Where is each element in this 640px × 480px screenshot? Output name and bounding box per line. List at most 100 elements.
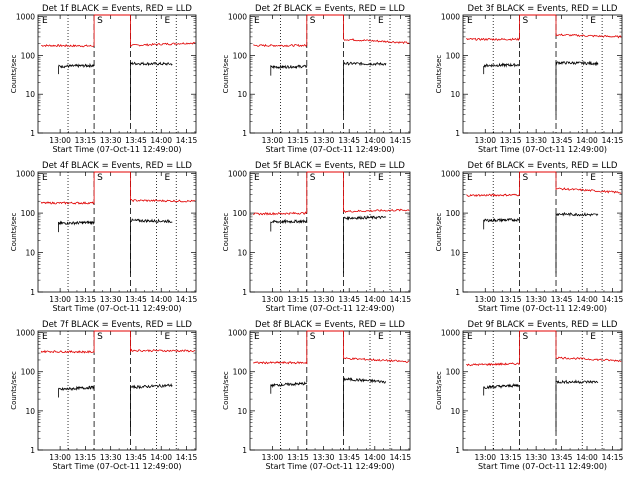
y-tick-label: 10 [237, 249, 247, 258]
segment-marker-label: S [522, 16, 528, 26]
lld-series-pre [466, 172, 520, 197]
x-tick-label: 13:00 [49, 136, 71, 145]
x-axis-label: Start Time (07-Oct-11 12:49:00) [52, 145, 181, 154]
x-tick-label: 14:15 [390, 295, 412, 304]
x-tick-label: 14:00 [364, 136, 386, 145]
y-tick-label: 1 [242, 288, 247, 297]
segment-marker-label: E [42, 332, 48, 342]
lld-series-post [130, 172, 196, 203]
events-series-post [343, 377, 387, 432]
chart-panel-4: Det 4f BLACK = Events, RED = LLD 1 10 100 10… [10, 161, 198, 313]
x-tick-label: 13:00 [262, 295, 284, 304]
lld-series-pre [253, 15, 308, 48]
chart-panel-7: Det 7f BLACK = Events, RED = LLD 1 10 100 10… [10, 320, 198, 471]
lld-series-pre [253, 172, 308, 216]
y-tick-label: 1 [242, 446, 247, 455]
y-tick-label: 1000 [228, 13, 247, 22]
y-tick-label: 100 [21, 51, 36, 60]
x-tick-label: 13:15 [287, 136, 309, 145]
x-tick-label: 13:15 [75, 295, 97, 304]
x-tick-label: 13:15 [75, 136, 97, 145]
x-tick-label: 14:00 [576, 136, 598, 145]
plot-frame [249, 171, 411, 293]
x-tick-label: 14:15 [176, 453, 198, 462]
y-axis-label: Counts/sec [10, 55, 18, 94]
segment-marker-label: S [310, 16, 316, 26]
lld-series-pre [41, 15, 95, 48]
plot-frame [462, 330, 623, 451]
plot-frame [249, 330, 411, 451]
x-tick-label: 14:00 [364, 453, 386, 462]
lld-series-post [555, 172, 622, 194]
y-tick-label: 10 [450, 249, 460, 258]
events-series-pre [58, 385, 95, 398]
lld-series-post [343, 172, 410, 214]
y-tick-label: 1 [455, 446, 460, 455]
events-series-post [130, 383, 173, 432]
segment-marker-label: E [590, 16, 596, 26]
segment-marker-label: E [590, 332, 596, 342]
x-tick-label: 13:30 [100, 295, 122, 304]
events-series-pre [483, 382, 520, 396]
chart-title: Det 1f BLACK = Events, RED = LLD [42, 4, 192, 14]
y-tick-label: 1 [455, 129, 460, 138]
segment-marker-label: E [378, 16, 384, 26]
x-axis-label: Start Time (07-Oct-11 12:49:00) [478, 145, 607, 154]
segment-marker-label: E [254, 16, 260, 26]
chart-panel-3: Det 3f BLACK = Events, RED = LLD 1 10 100 10… [435, 4, 623, 154]
chart-title: Det 5f BLACK = Events, RED = LLD [255, 161, 405, 171]
lld-series-post [343, 331, 410, 363]
lld-series-post [555, 331, 622, 363]
y-tick-label: 100 [21, 368, 36, 377]
y-tick-label: 10 [237, 90, 247, 99]
x-tick-label: 14:00 [150, 136, 172, 145]
x-tick-label: 13:45 [551, 453, 573, 462]
events-series-pre [58, 62, 95, 75]
y-tick-label: 100 [21, 209, 36, 218]
y-tick-label: 1000 [16, 170, 35, 179]
segment-marker-label: E [254, 332, 260, 342]
x-tick-label: 13:00 [262, 136, 284, 145]
x-tick-label: 13:15 [500, 295, 522, 304]
x-axis-label: Start Time (07-Oct-11 12:49:00) [265, 145, 394, 154]
y-axis-label: Counts/sec [435, 371, 443, 410]
events-series-pre [270, 218, 308, 232]
x-tick-label: 13:15 [287, 295, 309, 304]
y-axis-label: Counts/sec [435, 55, 443, 94]
x-tick-label: 13:30 [313, 295, 335, 304]
x-tick-label: 13:45 [125, 295, 147, 304]
segment-marker-label: E [165, 16, 171, 26]
events-series-pre [483, 217, 520, 230]
events-series-pre [483, 62, 520, 75]
x-axis-label: Start Time (07-Oct-11 12:49:00) [52, 462, 181, 471]
y-tick-label: 100 [233, 209, 248, 218]
y-tick-label: 1000 [228, 170, 247, 179]
segment-marker-label: E [165, 173, 171, 183]
x-tick-label: 14:00 [576, 295, 598, 304]
events-series-post [555, 60, 599, 115]
events-series-pre [270, 64, 308, 76]
x-tick-label: 14:00 [364, 295, 386, 304]
segment-marker-label: S [97, 173, 103, 183]
plot-frame [249, 14, 411, 134]
x-tick-label: 14:00 [576, 453, 598, 462]
y-tick-label: 1000 [16, 13, 35, 22]
y-tick-label: 1 [455, 288, 460, 297]
x-tick-label: 13:30 [313, 136, 335, 145]
x-tick-label: 14:15 [176, 136, 198, 145]
chart-title: Det 4f BLACK = Events, RED = LLD [42, 161, 192, 171]
x-tick-label: 13:00 [474, 453, 496, 462]
x-tick-label: 14:15 [602, 295, 624, 304]
x-tick-label: 13:45 [338, 295, 360, 304]
x-tick-label: 13:15 [500, 453, 522, 462]
plot-frame [37, 330, 197, 451]
y-axis-label: Counts/sec [435, 213, 443, 252]
events-series-post [555, 211, 599, 274]
x-axis-label: Start Time (07-Oct-11 12:49:00) [478, 304, 607, 313]
x-tick-label: 13:30 [313, 453, 335, 462]
x-tick-label: 13:45 [125, 453, 147, 462]
y-tick-label: 10 [450, 90, 460, 99]
x-tick-label: 13:45 [551, 136, 573, 145]
chart-title: Det 9f BLACK = Events, RED = LLD [468, 320, 618, 330]
x-tick-label: 13:30 [100, 136, 122, 145]
